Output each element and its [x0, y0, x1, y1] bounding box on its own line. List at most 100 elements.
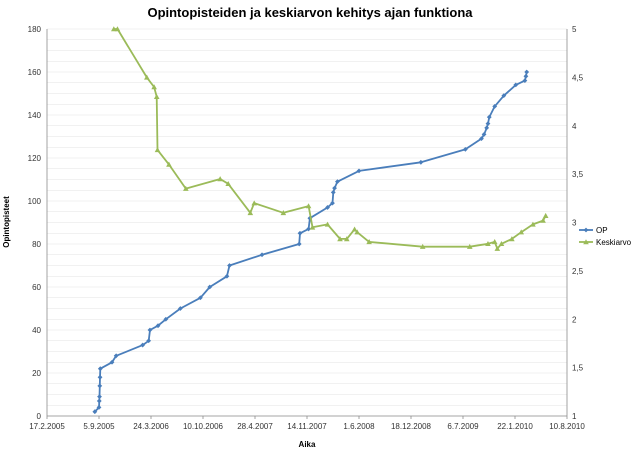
- data-point-op: [198, 295, 203, 301]
- data-point-keskiarvo: [280, 210, 287, 216]
- data-point-op: [224, 273, 230, 279]
- data-point-op: [96, 405, 102, 410]
- y-axis-tick-labels: 0 20 40 60 80 100 120 140 160 180: [28, 25, 42, 421]
- data-point-keskiarvo: [530, 221, 536, 227]
- data-point-op: [522, 78, 528, 83]
- gridlines: [46, 28, 568, 417]
- y-tick-label: 0: [37, 412, 42, 421]
- y-tick-label: 60: [32, 283, 41, 292]
- data-point-op: [177, 306, 183, 311]
- y2-tick-label: 5: [572, 25, 577, 34]
- data-point-op: [97, 366, 103, 372]
- data-point-keskiarvo: [542, 212, 549, 218]
- data-point-keskiarvo: [351, 226, 358, 232]
- data-point-keskiarvo: [111, 26, 117, 32]
- data-point-keskiarvo: [509, 236, 515, 242]
- y-tick-label: 140: [28, 111, 42, 120]
- y2-tick-label: 1: [572, 412, 577, 421]
- data-point-op: [259, 252, 265, 258]
- y-tick-label: 100: [28, 197, 42, 206]
- data-point-op: [332, 185, 337, 191]
- y-axis-title: Opintopisteet: [2, 196, 11, 248]
- legend-swatch-marker: [583, 239, 589, 245]
- data-point-op: [96, 398, 102, 404]
- data-point-keskiarvo: [183, 185, 189, 191]
- series-line-op: [94, 71, 528, 413]
- y-tick-label: 180: [28, 25, 42, 34]
- data-point-keskiarvo: [366, 239, 372, 245]
- data-point-op: [524, 69, 530, 75]
- data-point-op: [155, 323, 161, 329]
- y-tick-label: 120: [28, 154, 42, 163]
- data-point-keskiarvo: [251, 200, 258, 206]
- data-point-keskiarvo: [324, 221, 331, 227]
- x-axis-title: Aika: [299, 440, 316, 449]
- x-tick-label: 5.9.2005: [83, 422, 115, 431]
- data-point-op: [140, 342, 146, 348]
- data-point-keskiarvo: [354, 229, 360, 235]
- data-point-op: [356, 168, 362, 174]
- data-point-op: [97, 383, 103, 389]
- data-point-op: [325, 205, 330, 210]
- data-point-op: [501, 93, 507, 99]
- y2-tick-label: 3,5: [572, 170, 584, 179]
- data-point-op: [523, 73, 529, 79]
- data-point-op: [147, 327, 153, 333]
- data-point-keskiarvo: [485, 240, 491, 247]
- data-point-keskiarvo: [151, 84, 157, 90]
- data-point-keskiarvo: [166, 161, 172, 167]
- data-point-op: [462, 147, 468, 152]
- chart-title: Opintopisteiden ja keskiarvon kehitys aj…: [147, 5, 473, 20]
- data-point-op: [146, 338, 152, 344]
- data-point-keskiarvo: [491, 239, 498, 245]
- data-point-op: [492, 104, 498, 109]
- data-point-op: [418, 159, 424, 165]
- data-point-op: [92, 409, 98, 415]
- x-axis-tick-labels: 17.2.2005 5.9.2005 24.3.2006 10.10.2006 28.4…: [29, 416, 585, 431]
- data-point-keskiarvo: [419, 243, 426, 249]
- data-point-keskiarvo: [305, 203, 312, 209]
- data-point-keskiarvo: [225, 181, 232, 187]
- x-tick-label: 10.8.2010: [549, 422, 585, 431]
- x-tick-label: 24.3.2006: [133, 422, 169, 431]
- data-point-keskiarvo: [498, 240, 505, 247]
- x-tick-label: 28.4.2007: [237, 422, 273, 431]
- data-point-op: [207, 284, 213, 290]
- legend-label: OP: [596, 226, 608, 235]
- y2-tick-label: 4: [572, 122, 577, 131]
- legend-swatch-marker: [583, 227, 589, 233]
- y-tick-label: 160: [28, 68, 42, 77]
- data-point-keskiarvo: [518, 229, 525, 235]
- data-point-op: [335, 179, 340, 185]
- data-point-op: [481, 131, 487, 137]
- series-layer: [92, 26, 549, 415]
- y2-tick-label: 1,5: [572, 364, 584, 373]
- legend: OP Keskiarvo: [579, 226, 632, 247]
- x-tick-label: 1.6.2008: [343, 422, 375, 431]
- legend-label: Keskiarvo: [596, 238, 632, 247]
- data-point-keskiarvo: [247, 210, 254, 216]
- y2-axis-tick-labels: 1 1,5 2 2,5 3 3,5 4 4,5 5: [572, 25, 584, 421]
- data-point-op: [330, 190, 336, 195]
- x-tick-label: 22.1.2010: [497, 422, 533, 431]
- data-point-keskiarvo: [154, 147, 161, 153]
- y-tick-label: 20: [32, 369, 41, 378]
- data-point-op: [486, 114, 492, 120]
- data-point-op: [113, 353, 119, 359]
- data-point-keskiarvo: [540, 217, 546, 223]
- data-point-keskiarvo: [153, 93, 160, 99]
- data-point-keskiarvo: [309, 224, 316, 230]
- x-tick-label: 6.7.2009: [447, 422, 479, 431]
- data-point-keskiarvo: [337, 236, 343, 242]
- x-tick-label: 17.2.2005: [29, 422, 65, 431]
- data-point-keskiarvo: [217, 176, 223, 182]
- data-point-keskiarvo: [343, 236, 350, 242]
- data-point-op: [485, 121, 491, 126]
- data-point-keskiarvo: [144, 74, 150, 80]
- x-tick-label: 18.12.2008: [391, 422, 432, 431]
- x-tick-label: 10.10.2006: [183, 422, 224, 431]
- y2-tick-label: 4,5: [572, 73, 584, 82]
- data-point-op: [163, 316, 169, 322]
- y-tick-label: 80: [32, 240, 41, 249]
